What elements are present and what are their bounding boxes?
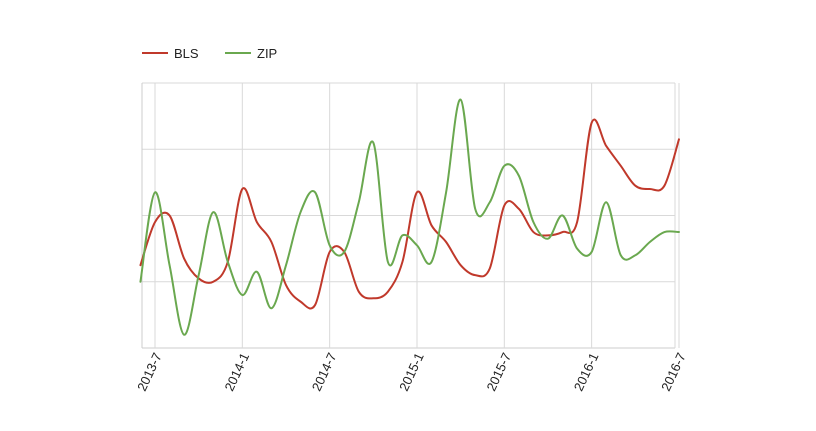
x-tick-label: 2014-7: [309, 350, 340, 393]
series-line-bls[interactable]: [139, 118, 680, 310]
legend-label: BLS: [174, 46, 199, 61]
x-tick-label: 2015-1: [396, 350, 427, 393]
legend-item-zip[interactable]: ZIP: [225, 46, 277, 61]
series-line-zip[interactable]: [139, 98, 680, 336]
legend-label: ZIP: [257, 46, 277, 61]
x-tick-label: 2015-7: [483, 350, 514, 393]
grid: [141, 82, 680, 349]
x-tick-label: 2014-1: [221, 350, 252, 393]
x-axis-ticks: 2013-7 2014-1 2014-7 2015-1 2015-7 2016-1 2016…: [134, 350, 689, 393]
x-tick-label: 2013-7: [134, 350, 165, 393]
x-tick-label: 2016-1: [571, 350, 602, 393]
series-lines: [139, 98, 680, 336]
legend[interactable]: BLS ZIP: [142, 46, 277, 61]
legend-item-bls[interactable]: BLS: [142, 46, 199, 61]
x-tick-label: 2016-7: [658, 350, 689, 393]
